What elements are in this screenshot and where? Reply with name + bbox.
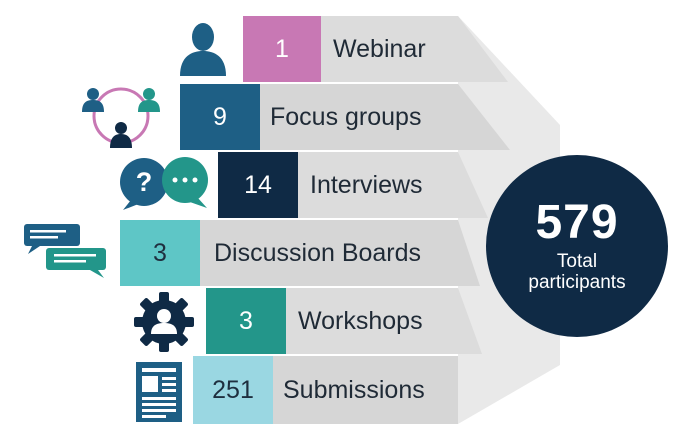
total-label: Total participants [528,251,625,293]
focus-groups-count: 9 [180,84,260,150]
webinar-count: 1 [243,16,321,82]
chat-bubbles-icon: ? [120,157,208,210]
webinar-label: Webinar [333,34,426,63]
total-label-line1: Total [556,251,598,272]
row-focus-groups: 9 Focus groups [180,84,510,150]
row-discussion-boards: 3 Discussion Boards [120,220,480,286]
workshops-label: Workshops [298,306,423,335]
total-label-line2: participants [528,272,626,293]
discussion-boards-label: Discussion Boards [214,238,422,267]
svg-text:?: ? [136,167,153,197]
row-webinar: 1 Webinar [243,16,508,82]
focus-groups-label: Focus groups [270,102,422,131]
row-submissions: 251 Submissions [193,356,458,424]
total-value: 579 [535,196,619,249]
row-band [180,84,510,150]
group-icon [82,87,160,148]
row-band [120,220,480,286]
message-board-icon [24,224,106,278]
row-workshops: 3 Workshops [206,288,482,354]
row-interviews: 14 Interviews [218,152,488,218]
total-participants: 579 Total participants [486,155,668,337]
interviews-label: Interviews [310,170,423,199]
gear-person-icon [134,292,194,352]
submissions-label: Submissions [283,375,425,404]
document-icon [136,362,182,422]
discussion-boards-count: 3 [120,220,200,286]
interviews-count: 14 [218,152,298,218]
workshops-count: 3 [206,288,286,354]
submissions-count: 251 [193,356,273,424]
person-icon [180,23,226,76]
